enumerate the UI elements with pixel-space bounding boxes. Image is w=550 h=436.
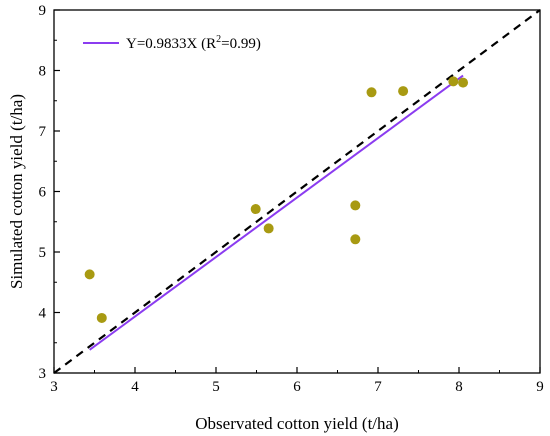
x-tick-label: 8: [455, 379, 463, 395]
legend-label-prefix: Y=0.9833X (R: [126, 36, 216, 52]
y-tick-label: 7: [39, 124, 47, 140]
data-point-2: [96, 312, 107, 323]
y-tick-label: 8: [39, 64, 47, 80]
data-point-9: [448, 76, 459, 87]
data-point-8: [398, 86, 409, 97]
reference-line-1-to-1: [53, 9, 541, 374]
legend-label-suffix: =0.99): [221, 36, 261, 52]
data-point-5: [350, 200, 361, 211]
legend-label-superscript: 2: [216, 34, 221, 45]
plot-area: [53, 9, 541, 374]
data-point-6: [350, 234, 361, 245]
data-point-4: [263, 223, 274, 234]
axes: 3 4 5 6 7 8 9 3 4 5 6 7 8 9: [39, 3, 544, 395]
x-axis-title: Observated cotton yield (t/ha): [195, 414, 398, 433]
x-tick-label: 4: [131, 379, 139, 395]
data-point-3: [250, 204, 261, 215]
y-tick-label: 3: [39, 366, 47, 382]
data-point-10: [458, 77, 469, 88]
x-tick-label: 9: [536, 379, 544, 395]
y-axis-title: Simulated cotton yield (t/ha): [7, 94, 26, 289]
x-tick-label: 5: [212, 379, 220, 395]
x-tick-label: 6: [293, 379, 301, 395]
data-point-1: [84, 269, 95, 280]
y-tick-label: 9: [39, 3, 47, 19]
legend: Y=0.9833X (R2=0.99): [83, 34, 261, 52]
x-tick-label: 7: [374, 379, 382, 395]
x-tick-label: 3: [50, 379, 58, 395]
legend-fit-line-label: Y=0.9833X (R2=0.99): [126, 34, 261, 52]
y-tick-label: 4: [39, 306, 47, 322]
y-tick-label: 6: [39, 185, 47, 201]
data-point-7: [366, 87, 377, 98]
y-tick-label: 5: [39, 245, 47, 261]
fit-line: [89, 74, 464, 351]
